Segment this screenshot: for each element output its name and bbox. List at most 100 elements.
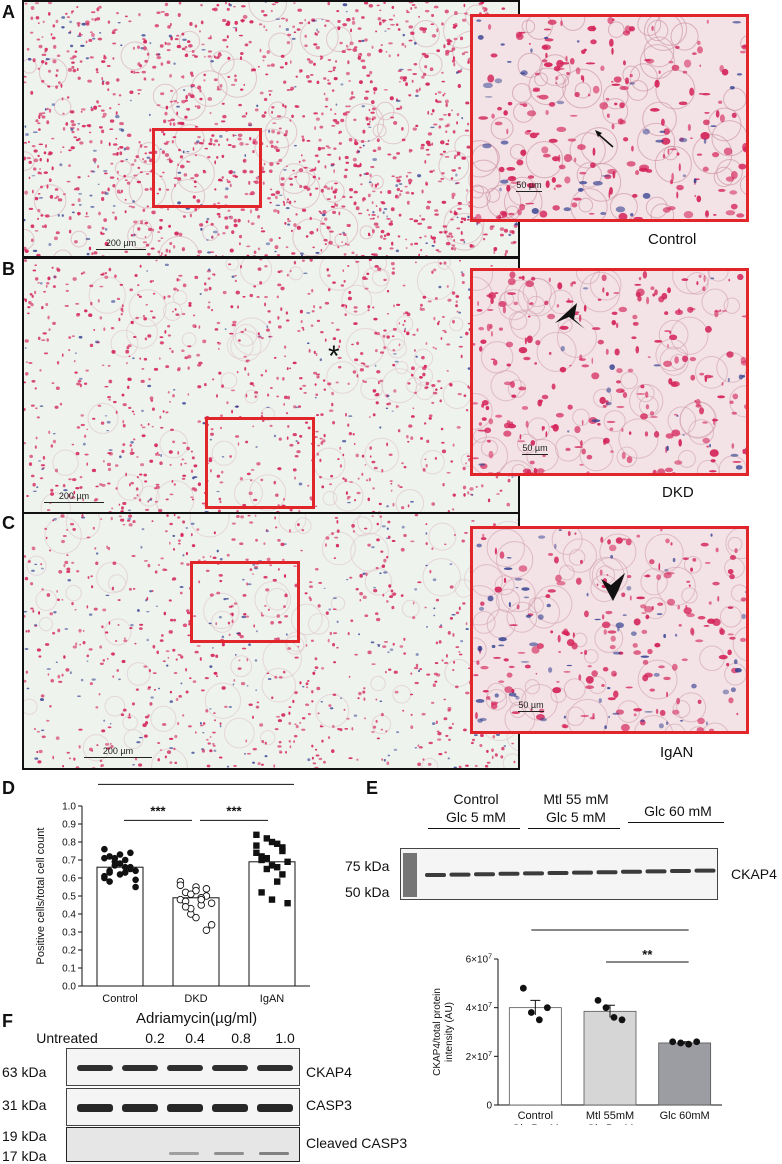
band bbox=[695, 869, 716, 873]
y-tick-label: 0 bbox=[486, 1101, 492, 1112]
tissue-texture bbox=[24, 2, 520, 258]
x-tick-label: Control bbox=[102, 993, 137, 1005]
band bbox=[167, 1104, 203, 1112]
y-tick-label: 4×107 bbox=[466, 1002, 493, 1014]
arrow-icon bbox=[473, 17, 749, 222]
scale-bar-main: 200 µm bbox=[96, 238, 146, 250]
band bbox=[214, 1152, 244, 1155]
significance-label: *** bbox=[150, 803, 166, 818]
data-point bbox=[284, 900, 290, 906]
band bbox=[169, 1152, 199, 1155]
panel-label-c: C bbox=[2, 513, 15, 534]
blot-ckap4-e bbox=[400, 848, 718, 900]
y-tick-label: 0.2 bbox=[62, 946, 76, 957]
lane-label: 0.8 bbox=[226, 1030, 256, 1046]
y-tick-label: 2×107 bbox=[466, 1051, 493, 1063]
data-point bbox=[274, 864, 280, 870]
band bbox=[548, 871, 569, 875]
lane-label: 0.4 bbox=[180, 1030, 210, 1046]
blot-bands bbox=[67, 1049, 300, 1086]
y-tick-label: 0.7 bbox=[62, 856, 76, 867]
data-point bbox=[685, 1041, 692, 1048]
y-tick-label: 0.0 bbox=[62, 982, 76, 993]
band bbox=[122, 1065, 158, 1071]
zoom-region-box bbox=[190, 561, 300, 643]
caption-dkd: DKD bbox=[662, 484, 694, 501]
x-tick-label: Glc 5 mM bbox=[586, 1123, 633, 1125]
data-point bbox=[528, 1009, 535, 1016]
data-point bbox=[253, 850, 259, 856]
arrowhead-icon bbox=[473, 271, 749, 476]
band-label-casp3: CASP3 bbox=[306, 1097, 352, 1113]
lane-label: Untreated bbox=[32, 1030, 102, 1046]
data-point bbox=[536, 1016, 543, 1023]
data-point bbox=[198, 896, 205, 903]
data-point bbox=[122, 869, 129, 876]
scale-bar-main: 200 µm bbox=[84, 746, 152, 758]
data-point bbox=[279, 871, 285, 877]
y-tick-label: 0.3 bbox=[62, 928, 76, 939]
adriamycin-title: Adriamycin(µg/ml) bbox=[136, 1010, 257, 1027]
band bbox=[597, 870, 618, 874]
panel-label-d: D bbox=[2, 778, 15, 799]
data-point bbox=[193, 914, 200, 921]
band-label-cleaved-casp3: Cleaved CASP3 bbox=[306, 1135, 407, 1151]
data-point bbox=[603, 1004, 610, 1011]
inset-dkd bbox=[470, 268, 749, 476]
marker-50: 50 kDa bbox=[345, 884, 389, 900]
band bbox=[572, 871, 593, 875]
data-point bbox=[253, 832, 259, 838]
caption-control: Control bbox=[648, 231, 696, 248]
y-axis-label: Positive cells/total cell count bbox=[35, 828, 47, 965]
band bbox=[77, 1104, 113, 1112]
data-point bbox=[611, 1014, 618, 1021]
bar bbox=[584, 1011, 636, 1105]
marker-31: 31 kDa bbox=[2, 1097, 46, 1113]
y-tick-label: 0.4 bbox=[62, 910, 76, 921]
caption-igan: IgAN bbox=[660, 744, 693, 761]
band bbox=[77, 1065, 113, 1071]
band bbox=[257, 1065, 293, 1071]
data-point bbox=[619, 1016, 626, 1023]
marker-75: 75 kDa bbox=[345, 858, 389, 874]
lane-group-underline bbox=[528, 828, 620, 829]
data-point bbox=[132, 877, 139, 884]
marker-19: 19 kDa bbox=[2, 1128, 46, 1144]
data-point bbox=[274, 878, 280, 884]
y-tick-label: 0.1 bbox=[62, 964, 76, 975]
x-tick-label: Glc 60mM bbox=[660, 1110, 710, 1122]
inset-igan bbox=[470, 526, 749, 734]
inset-control bbox=[470, 14, 749, 222]
x-tick-label: IgAN bbox=[260, 993, 285, 1005]
x-tick-label: Mtl 55mM bbox=[586, 1110, 634, 1122]
scale-bar-inset: 50 µm bbox=[518, 700, 544, 712]
panel-label-a: A bbox=[2, 2, 15, 23]
blot-bands bbox=[67, 1128, 300, 1162]
band bbox=[621, 870, 642, 874]
data-point bbox=[101, 855, 108, 862]
y-tick-label: 6×107 bbox=[466, 954, 493, 966]
significance-label: ** bbox=[605, 925, 616, 931]
lane-group-underline bbox=[628, 822, 724, 823]
data-point bbox=[117, 851, 124, 858]
band bbox=[499, 872, 520, 876]
arrowhead-icon bbox=[473, 529, 749, 734]
bar bbox=[509, 1008, 561, 1105]
band bbox=[670, 869, 691, 873]
y-tick-label: 0.9 bbox=[62, 820, 76, 831]
data-point bbox=[258, 889, 264, 895]
data-point bbox=[669, 1038, 676, 1045]
asterisk-marker: * bbox=[328, 340, 340, 374]
lane-group-label: Glc 60 mM bbox=[628, 802, 728, 820]
data-point bbox=[203, 927, 210, 934]
data-point bbox=[132, 884, 139, 891]
blot-bands bbox=[67, 1089, 300, 1126]
data-point bbox=[106, 868, 113, 875]
scale-bar-main: 200 µm bbox=[44, 491, 104, 503]
bar-chart-positive-cells: 0.00.10.20.30.40.50.60.70.80.91.0Positiv… bbox=[20, 780, 320, 1020]
band bbox=[474, 872, 495, 876]
data-point bbox=[112, 859, 119, 866]
band bbox=[523, 871, 544, 875]
data-point bbox=[253, 842, 259, 848]
